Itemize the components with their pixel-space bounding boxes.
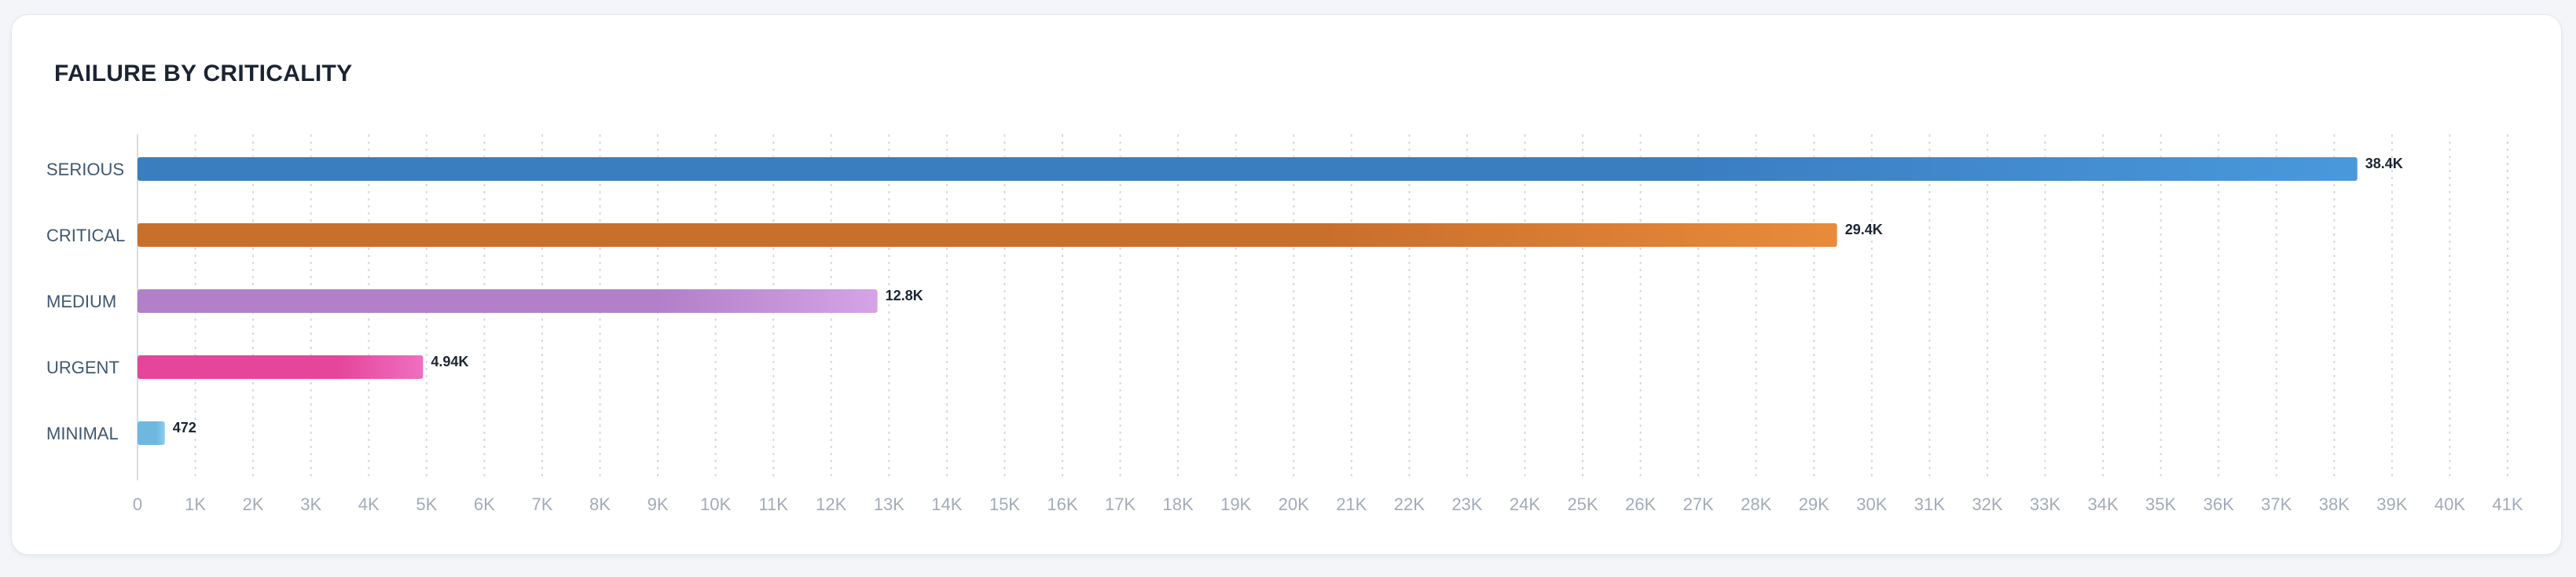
value-label: 4.94K xyxy=(431,354,468,369)
x-tick-label: 2K xyxy=(243,494,264,514)
category-label: MINIMAL xyxy=(46,424,119,443)
x-tick-label: 26K xyxy=(1625,494,1656,514)
category-label: MEDIUM xyxy=(46,292,116,311)
x-tick-label: 18K xyxy=(1163,494,1194,514)
x-tick-label: 35K xyxy=(2145,494,2176,514)
labels: 0 1K 2K 3K 4K 5K 6K 7K 8K 9K 10K 11K 12K 13K 14K 15K 16K… xyxy=(46,156,2523,514)
x-tick-label: 36K xyxy=(2204,494,2234,514)
x-tick-label: 38K xyxy=(2319,494,2350,514)
value-label: 472 xyxy=(173,420,196,436)
bar-chart: 0 1K 2K 3K 4K 5K 6K 7K 8K 9K 10K 11K 12K 13K 14K 15K 16K… xyxy=(46,134,2523,514)
grid-lines xyxy=(137,134,2508,480)
x-tick-label: 13K xyxy=(874,494,905,514)
x-tick-label: 11K xyxy=(758,494,788,514)
category-label: URGENT xyxy=(46,358,119,377)
bar-serious xyxy=(138,157,2358,181)
category-label: SERIOUS xyxy=(46,160,124,179)
bar-medium xyxy=(138,289,878,313)
value-label: 38.4K xyxy=(2365,156,2403,171)
x-tick-label: 15K xyxy=(989,494,1020,514)
x-tick-label: 5K xyxy=(416,494,437,514)
x-tick-label: 33K xyxy=(2030,494,2060,514)
value-label: 12.8K xyxy=(886,288,923,303)
x-tick-label: 16K xyxy=(1047,494,1077,514)
x-tick-label: 32K xyxy=(1972,494,2002,514)
bars xyxy=(138,157,2358,445)
x-tick-label: 1K xyxy=(185,494,206,514)
x-tick-label: 17K xyxy=(1105,494,1136,514)
bar-critical xyxy=(138,223,1837,247)
x-tick-label: 37K xyxy=(2261,494,2292,514)
x-tick-label: 23K xyxy=(1451,494,1482,514)
x-tick-label: 22K xyxy=(1394,494,1425,514)
x-tick-label: 6K xyxy=(474,494,495,514)
chart-card: FAILURE BY CRITICALITY 0 1K 2K 3K 4K 5K 6K 7K 8K… xyxy=(11,14,2562,555)
chart-title: FAILURE BY CRITICALITY xyxy=(54,61,353,86)
x-tick-label: 34K xyxy=(2087,494,2118,514)
x-tick-label: 40K xyxy=(2435,494,2465,514)
x-tick-label: 12K xyxy=(816,494,846,514)
x-tick-label: 30K xyxy=(1856,494,1887,514)
category-label: CRITICAL xyxy=(46,226,125,245)
bar-urgent xyxy=(138,355,424,379)
x-tick-label: 0 xyxy=(133,494,142,514)
x-tick-label: 25K xyxy=(1567,494,1598,514)
x-tick-label: 28K xyxy=(1741,494,1771,514)
x-tick-label: 8K xyxy=(589,494,611,514)
x-tick-label: 3K xyxy=(300,494,321,514)
x-tick-label: 41K xyxy=(2492,494,2523,514)
x-tick-label: 9K xyxy=(648,494,669,514)
x-tick-label: 7K xyxy=(531,494,552,514)
x-tick-label: 20K xyxy=(1279,494,1309,514)
x-tick-label: 39K xyxy=(2376,494,2407,514)
x-tick-label: 19K xyxy=(1220,494,1251,514)
x-tick-label: 24K xyxy=(1510,494,1540,514)
x-tick-label: 27K xyxy=(1683,494,1714,514)
x-tick-label: 10K xyxy=(700,494,731,514)
x-tick-label: 14K xyxy=(931,494,962,514)
x-tick-label: 4K xyxy=(358,494,380,514)
x-tick-label: 29K xyxy=(1799,494,1829,514)
x-tick-label: 21K xyxy=(1336,494,1367,514)
bar-minimal xyxy=(138,421,165,445)
x-tick-label: 31K xyxy=(1914,494,1945,514)
value-label: 29.4K xyxy=(1845,222,1883,237)
